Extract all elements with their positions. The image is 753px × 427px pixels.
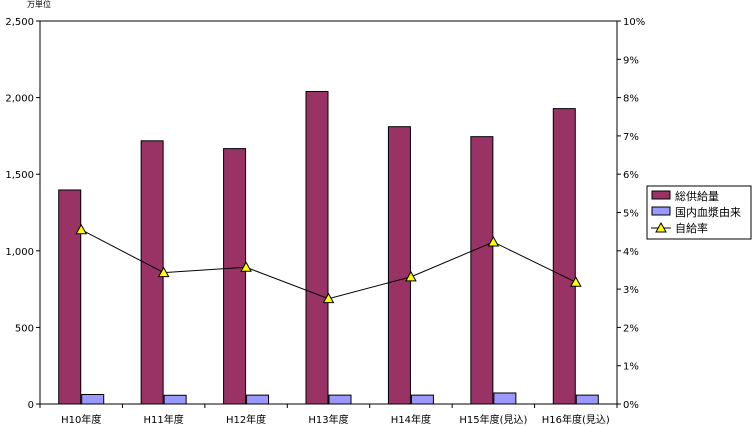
right-axis-tick-label: 7% [623, 132, 639, 143]
bar-total-supply [552, 108, 576, 405]
right-axis-tick-label: 3% [623, 285, 639, 296]
y-unit-label: 万単位 [27, 0, 51, 9]
self-sufficiency-point [487, 235, 500, 247]
left-axis-tick-label: 1,500 [5, 170, 34, 181]
left-axis-tick-label: 2,000 [5, 94, 34, 105]
right-axis-tick-label: 0% [623, 400, 639, 411]
self-sufficiency-point [240, 261, 252, 272]
right-axis-tick-label: 9% [623, 55, 639, 66]
x-axis-tick-label: H12年度 [226, 413, 266, 426]
x-axis-tick-label: H16年度(見込) [542, 413, 610, 426]
left-axis: 0 500 1,000 1,500 2,000 2,500 [5, 17, 40, 411]
right-axis-tick-label: 8% [623, 94, 639, 105]
self-sufficiency-point [157, 266, 170, 278]
right-axis-tick-label: 2% [623, 323, 639, 334]
legend-swatch [651, 190, 671, 200]
right-axis-tick-label: 6% [623, 170, 639, 181]
x-axis-tick-label: H15年度(見込) [459, 413, 527, 426]
right-axis-tick-label: 10% [623, 17, 645, 28]
legend-swatch-marker [655, 221, 667, 233]
legend-entry-label: 国内血漿由来 [675, 205, 741, 219]
x-axis-tick-label: H14年度 [391, 413, 431, 426]
right-axis-tick-label: 4% [623, 247, 639, 258]
left-axis-tick-label: 1,000 [5, 247, 34, 258]
left-axis-tick-label: 0 [28, 400, 34, 411]
bar-total-supply [223, 148, 247, 405]
bar-total-supply [470, 136, 494, 405]
bar-domestic-plasma [575, 394, 599, 405]
x-axis-tick-label: H13年度 [308, 413, 348, 426]
left-axis-tick-label: 2,500 [5, 17, 34, 28]
bar-total-supply [58, 189, 82, 405]
self-sufficiency-point [322, 292, 335, 304]
left-axis-tick-label: 500 [15, 323, 34, 334]
bar-domestic-plasma [410, 394, 434, 405]
right-axis-tick-label: 1% [623, 362, 639, 373]
bar-series-group [58, 90, 599, 405]
right-axis-tick-label: 5% [623, 209, 639, 220]
self-sufficiency-point [405, 270, 417, 282]
legend-swatch [651, 206, 671, 216]
bar-domestic-plasma [81, 394, 105, 405]
right-axis: 0% 1% 2% 3% 4% 5% 6% 7% 8% 9% 10% [617, 17, 645, 411]
self-sufficiency-point [569, 276, 582, 287]
bar-domestic-plasma [246, 394, 270, 405]
line-series-group [75, 223, 582, 304]
bar-total-supply [305, 90, 329, 405]
bar-domestic-plasma [163, 394, 187, 405]
x-axis-tick-label: H11年度 [144, 413, 184, 426]
x-axis: H10年度 H11年度 H12年度 H13年度 H14年度 H15年度(見込) H16年度(… [39, 404, 618, 426]
bar-domestic-plasma [493, 392, 517, 405]
bar-total-supply [140, 140, 164, 405]
self-sufficiency-point [75, 223, 88, 235]
bar-domestic-plasma [328, 394, 352, 405]
x-axis-tick-label: H10年度 [61, 413, 101, 426]
bar-total-supply [387, 126, 411, 405]
legend-entry-label: 総供給量 [675, 189, 719, 203]
legend-entry-label: 自給率 [675, 221, 708, 235]
